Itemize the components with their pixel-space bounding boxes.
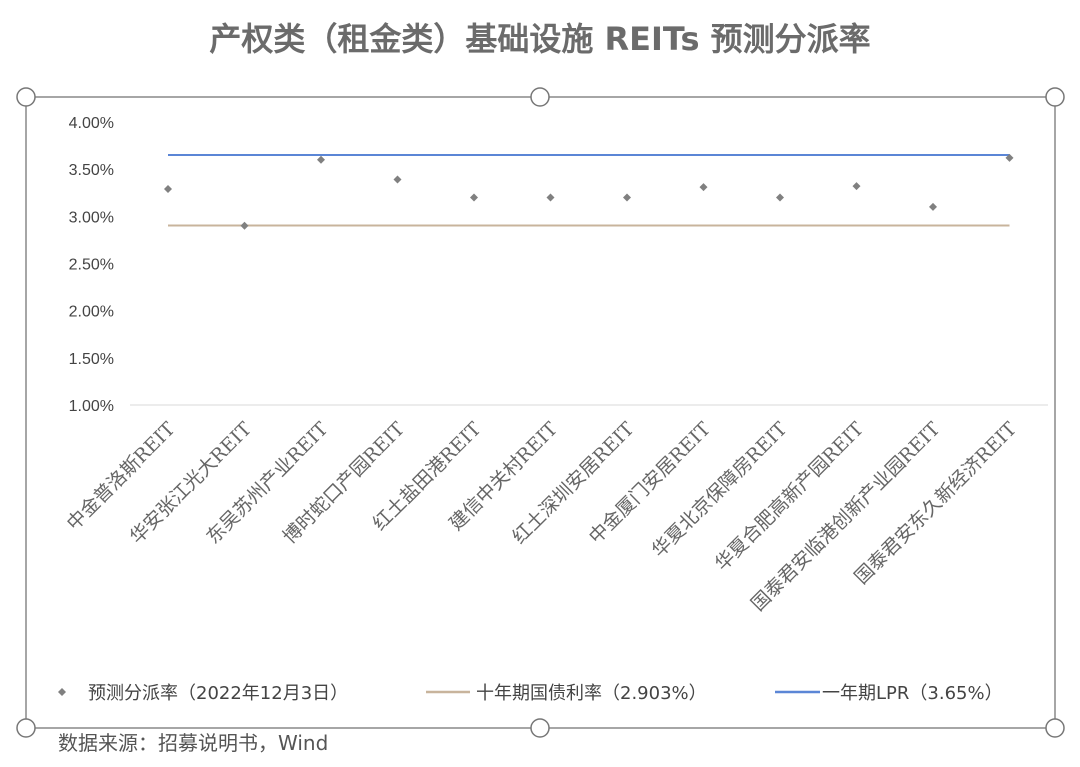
data-point [699,183,708,192]
y-tick-label: 3.00% [69,209,114,226]
source-note: 数据来源：招募说明书，Wind [58,731,328,755]
data-point [317,155,325,164]
data-point [852,182,861,191]
data-point [164,184,172,193]
data-point [776,193,784,202]
legend-label: 预测分派率（2022年12月3日） [88,683,348,704]
data-point [929,202,937,211]
data-point [240,221,249,230]
data-point [546,193,555,202]
y-tick-label: 2.50% [69,257,114,274]
resize-handle[interactable] [1045,87,1065,107]
chart-frame[interactable] [25,96,1056,729]
x-category-label: 国泰君安东久新经济REIT [850,418,1021,589]
y-tick-label: 1.00% [69,398,114,415]
x-category-label: 华夏北京保障房REIT [648,418,792,562]
resize-handle[interactable] [16,718,36,738]
x-category-label: 华夏合肥高新产园REIT [711,418,868,575]
legend-marker-diamond-icon [58,688,66,696]
y-tick-label: 3.50% [69,162,114,179]
resize-handle[interactable] [1045,718,1065,738]
data-point [393,175,402,184]
resize-handle[interactable] [530,87,550,107]
chart-title: 产权类（租金类）基础设施 REITs 预测分派率 [209,20,870,58]
data-point [623,193,631,202]
y-tick-label: 2.00% [69,304,114,321]
resize-handle[interactable] [16,87,36,107]
y-tick-label: 4.00% [69,115,114,132]
y-tick-label: 1.50% [69,351,114,368]
data-point [1005,153,1014,162]
resize-handle[interactable] [530,718,550,738]
legend-label: 十年期国债利率（2.903%） [476,683,707,704]
data-point [470,193,478,202]
legend-label: 一年期LPR（3.65%） [822,683,1003,704]
